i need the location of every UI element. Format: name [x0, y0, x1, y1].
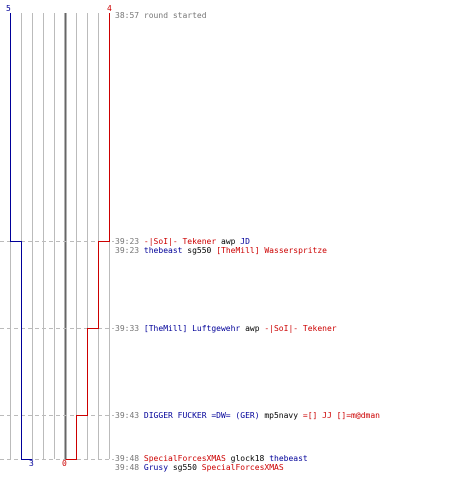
log-time: 39:48 — [115, 454, 140, 463]
log-killer: SpecialForcesXMAS — [143, 454, 226, 463]
log-entry-kill: 39:33 [TheMill] Luftgewehr awp -|SoI|- T… — [115, 324, 337, 333]
log-time: 39:48 — [115, 463, 140, 472]
log-victim: thebeast — [269, 454, 308, 463]
log-killer: [TheMill] Luftgewehr — [143, 324, 241, 333]
blue-end-count: 3 — [29, 459, 34, 468]
log-weapon: glock18 — [230, 454, 265, 463]
log-entry-kill: 39:48 Grusy sg550 SpecialForcesXMAS — [115, 463, 284, 472]
log-weapon: sg550 — [172, 463, 197, 472]
log-victim: =[] JJ []=m@dman — [302, 411, 380, 420]
log-entry-round-start: 38:57 round started — [115, 11, 207, 20]
log-entry-kill: 39:43 DIGGER FUCKER =DW= (GER) mp5navy =… — [115, 411, 380, 420]
log-killer: -|SoI|- Tekener — [143, 237, 217, 246]
blue-start-count: 5 — [6, 4, 11, 13]
round-graph — [0, 13, 114, 460]
log-entry-kill: 39:48 SpecialForcesXMAS glock18 thebeast — [115, 454, 308, 463]
log-weapon: awp — [221, 237, 236, 246]
log-killer: Grusy — [143, 463, 169, 472]
log-time: 39:43 — [115, 411, 140, 420]
log-weapon: sg550 — [187, 246, 212, 255]
grid-lines — [10, 13, 110, 459]
log-victim: SpecialForcesXMAS — [201, 463, 284, 472]
log-time: 39:23 — [115, 237, 140, 246]
log-status: round started — [143, 11, 207, 20]
log-time: 39:33 — [115, 324, 140, 333]
log-weapon: awp — [245, 324, 260, 333]
log-time: 39:23 — [115, 246, 140, 255]
log-victim: JD — [240, 237, 250, 246]
red-start-count: 4 — [107, 4, 112, 13]
blue-team-line — [10, 13, 33, 460]
log-time: 38:57 — [115, 11, 140, 20]
log-entry-kill: 39:23 thebeast sg550 [TheMill] Wasserspr… — [115, 246, 327, 255]
log-killer: thebeast — [143, 246, 183, 255]
log-entry-kill: 39:23 -|SoI|- Tekener awp JD — [115, 237, 250, 246]
log-killer: DIGGER FUCKER =DW= (GER) — [143, 411, 260, 420]
log-weapon: mp5navy — [264, 411, 299, 420]
event-guides — [0, 241, 114, 460]
log-victim: [TheMill] Wasserspritze — [216, 246, 327, 255]
red-end-count: 0 — [62, 459, 67, 468]
red-team-line — [65, 13, 110, 460]
log-victim: -|SoI|- Tekener — [264, 324, 337, 333]
